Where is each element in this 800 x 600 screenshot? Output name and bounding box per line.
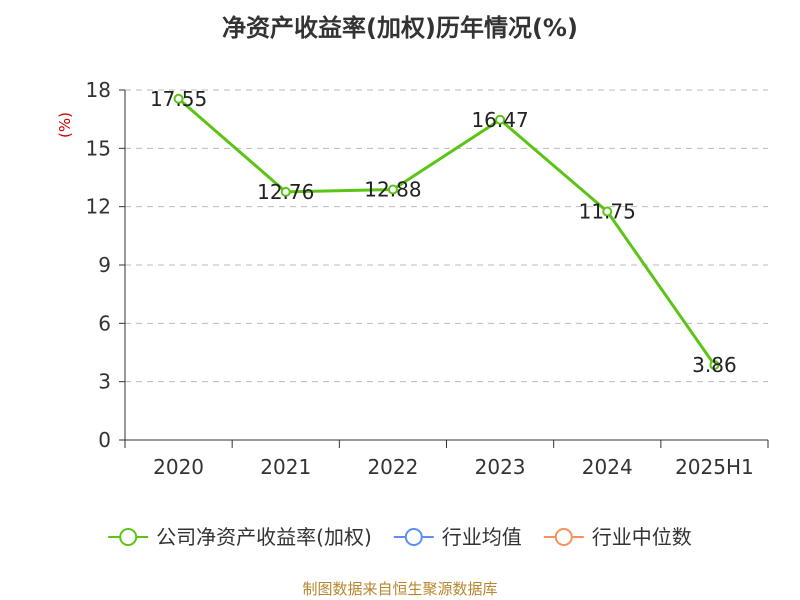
x-tick-label: 2023 xyxy=(475,455,526,479)
y-tick-label: 0 xyxy=(98,428,111,452)
data-source-note: 制图数据来自恒生聚源数据库 xyxy=(302,580,498,598)
data-point xyxy=(387,184,398,195)
data-point xyxy=(495,114,506,125)
y-tick-label: 12 xyxy=(86,195,111,219)
y-tick-label: 18 xyxy=(86,78,111,102)
data-point xyxy=(280,186,291,197)
data-label: 16.47 xyxy=(471,108,528,132)
series-line xyxy=(177,97,716,366)
legend-item-label: 公司净资产收益率(加权) xyxy=(156,525,372,549)
y-tick-label: 9 xyxy=(98,253,111,277)
y-axis-label: (%) xyxy=(56,112,74,138)
data-label: 11.75 xyxy=(579,200,636,224)
data-point xyxy=(709,359,720,370)
legend-item-label: 行业中位数 xyxy=(592,525,692,549)
y-tick-label: 15 xyxy=(86,136,111,160)
chart-title: 净资产收益率(加权)历年情况(%) xyxy=(222,14,578,42)
y-tick-label: 6 xyxy=(98,311,111,335)
data-label: 12.76 xyxy=(257,180,314,204)
x-tick-label: 2022 xyxy=(367,455,418,479)
x-tick-label: 2024 xyxy=(582,455,633,479)
legend-marker-icon xyxy=(404,528,423,546)
x-tick-label: 2020 xyxy=(153,455,204,479)
legend-marker-icon xyxy=(554,528,573,546)
legend-item-label: 行业均值 xyxy=(442,525,522,549)
data-label: 17.55 xyxy=(150,87,207,111)
data-point xyxy=(173,93,184,104)
x-tick-label: 2021 xyxy=(260,455,311,479)
legend-marker-icon xyxy=(119,528,138,546)
y-tick-label: 3 xyxy=(98,370,111,394)
data-point xyxy=(602,206,613,217)
data-label: 3.86 xyxy=(692,353,737,377)
data-label: 12.88 xyxy=(364,178,421,202)
x-tick-label: 2025H1 xyxy=(675,455,754,479)
